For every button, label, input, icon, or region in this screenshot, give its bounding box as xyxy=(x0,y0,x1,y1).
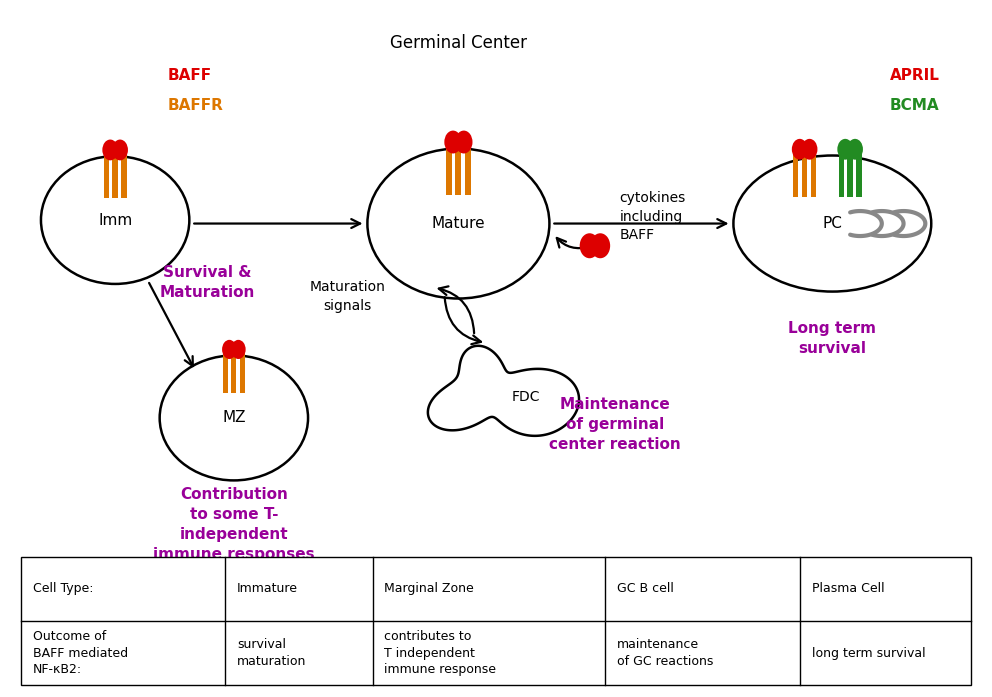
Ellipse shape xyxy=(837,139,853,160)
Text: Marginal Zone: Marginal Zone xyxy=(385,583,474,595)
Text: Mature: Mature xyxy=(432,216,485,231)
Ellipse shape xyxy=(444,130,461,153)
Bar xyxy=(856,152,862,197)
Text: maintenance
of GC reactions: maintenance of GC reactions xyxy=(617,638,713,668)
Text: PC: PC xyxy=(822,216,842,231)
Text: contributes to
T independent
immune response: contributes to T independent immune resp… xyxy=(385,630,496,676)
Bar xyxy=(455,145,461,194)
Text: Maturation
signals: Maturation signals xyxy=(310,280,386,313)
Text: Plasma Cell: Plasma Cell xyxy=(811,583,885,595)
Text: Contribution
to some T-
independent
immune responses: Contribution to some T- independent immu… xyxy=(153,487,314,562)
Ellipse shape xyxy=(455,130,472,153)
Text: Outcome of
BAFF mediated
NF-κB2:: Outcome of BAFF mediated NF-κB2: xyxy=(33,630,128,676)
Bar xyxy=(231,352,236,394)
Bar xyxy=(103,153,109,198)
Polygon shape xyxy=(428,346,579,436)
Text: Imm: Imm xyxy=(98,213,132,227)
Ellipse shape xyxy=(231,340,246,359)
Bar xyxy=(465,145,471,194)
Text: long term survival: long term survival xyxy=(811,647,926,659)
Bar xyxy=(223,352,228,394)
Bar xyxy=(793,152,799,197)
Ellipse shape xyxy=(160,355,309,480)
Text: cytokines
including
BAFF: cytokines including BAFF xyxy=(620,191,685,242)
Text: Long term
survival: Long term survival xyxy=(789,321,876,355)
Bar xyxy=(445,145,451,194)
Bar xyxy=(802,152,807,197)
Text: Maintenance
of germinal
center reaction: Maintenance of germinal center reaction xyxy=(549,397,681,452)
Text: Germinal Center: Germinal Center xyxy=(390,34,527,52)
Ellipse shape xyxy=(222,340,237,359)
Text: BCMA: BCMA xyxy=(890,98,939,113)
Ellipse shape xyxy=(802,139,817,160)
Bar xyxy=(838,152,844,197)
Text: FDC: FDC xyxy=(512,390,540,404)
Bar xyxy=(239,352,245,394)
Text: Survival &
Maturation: Survival & Maturation xyxy=(160,265,255,300)
Text: survival
maturation: survival maturation xyxy=(237,638,307,668)
Bar xyxy=(112,153,118,198)
Ellipse shape xyxy=(579,233,599,259)
Ellipse shape xyxy=(41,156,189,284)
Text: Cell Type:: Cell Type: xyxy=(33,583,93,595)
Ellipse shape xyxy=(847,139,863,160)
Text: MZ: MZ xyxy=(222,411,246,425)
Text: BAFF: BAFF xyxy=(168,68,211,83)
Bar xyxy=(21,557,971,685)
Ellipse shape xyxy=(102,139,118,160)
Ellipse shape xyxy=(112,139,128,160)
Text: GC B cell: GC B cell xyxy=(617,583,674,595)
Ellipse shape xyxy=(367,148,550,298)
Text: Immature: Immature xyxy=(237,583,299,595)
Text: BAFFR: BAFFR xyxy=(168,98,223,113)
Ellipse shape xyxy=(733,155,931,291)
Bar xyxy=(121,153,127,198)
Ellipse shape xyxy=(792,139,807,160)
Bar xyxy=(810,152,816,197)
Text: APRIL: APRIL xyxy=(890,68,939,83)
Ellipse shape xyxy=(590,233,610,259)
Bar xyxy=(847,152,853,197)
